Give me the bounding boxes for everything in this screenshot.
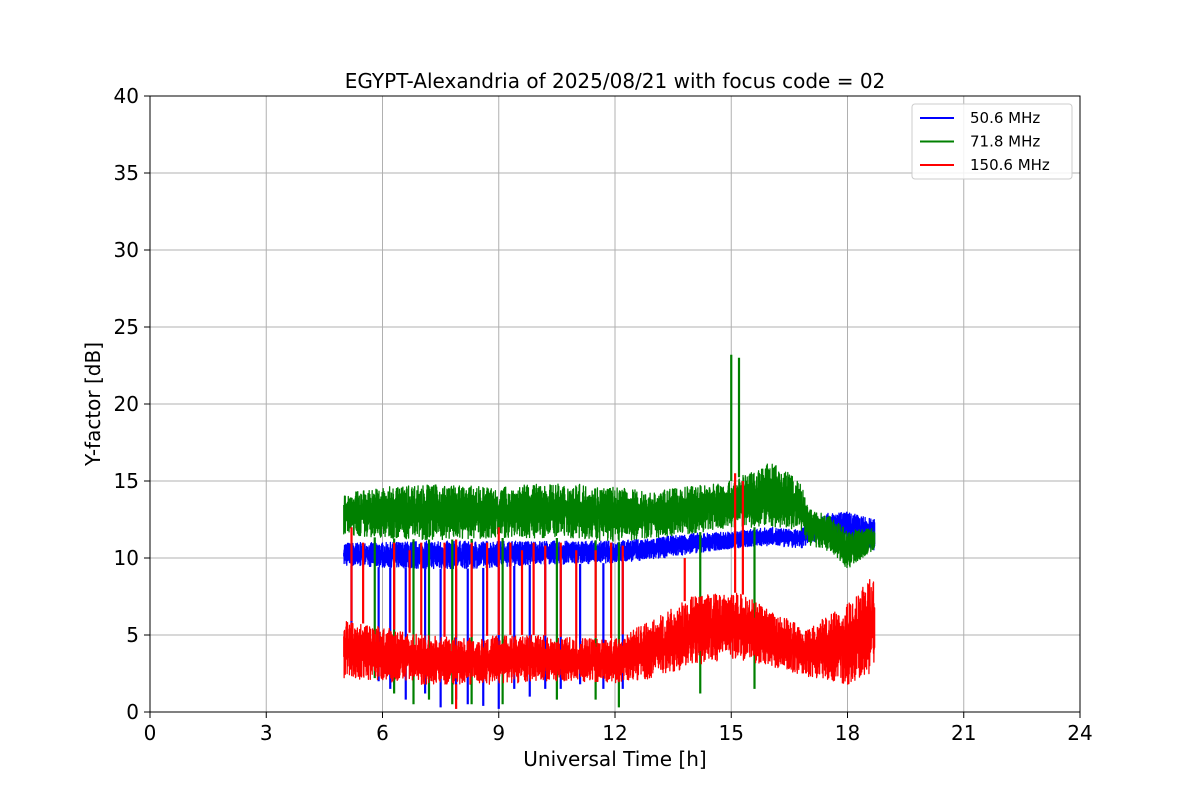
x-tick-label: 15 [719,721,744,745]
x-tick-label: 21 [951,721,976,745]
legend-box [911,103,1073,180]
series-line [343,511,876,570]
x-tick-label: 24 [1067,721,1092,745]
x-tick-label: 6 [376,721,389,745]
y-tick-label: 10 [114,546,139,570]
x-tick-label: 3 [260,721,273,745]
series-3 [343,473,876,709]
x-tick-label: 9 [492,721,505,745]
y-tick-label: 35 [114,161,139,185]
legend-label: 50.6 MHz [970,109,1040,127]
y-tick-label: 15 [114,469,139,493]
x-tick-label: 12 [602,721,627,745]
legend-label: 150.6 MHz [970,156,1050,174]
x-tick-label: 0 [144,721,157,745]
legend-label: 71.8 MHz [970,133,1040,151]
y-tick-label: 40 [114,84,139,108]
y-tick-label: 20 [114,392,139,416]
y-axis-label: Y-factor [dB] [81,342,105,467]
legend: 50.6 MHz 71.8 MHz 150.6 MHz [911,103,1073,180]
y-tick-label: 5 [126,623,139,647]
y-axis: 0 5 10 15 20 25 30 35 40 [114,84,150,724]
y-tick-label: 0 [126,700,139,724]
x-axis: 0 3 6 9 12 15 18 21 24 [144,712,1093,745]
series-layer [343,354,876,709]
chart-title: EGYPT-Alexandria of 2025/08/21 with focu… [345,69,886,93]
series-line [343,463,876,569]
y-tick-label: 30 [114,238,139,262]
x-axis-label: Universal Time [h] [523,747,706,771]
y-tick-label: 25 [114,315,139,339]
series-line [343,578,876,685]
x-tick-label: 18 [835,721,860,745]
